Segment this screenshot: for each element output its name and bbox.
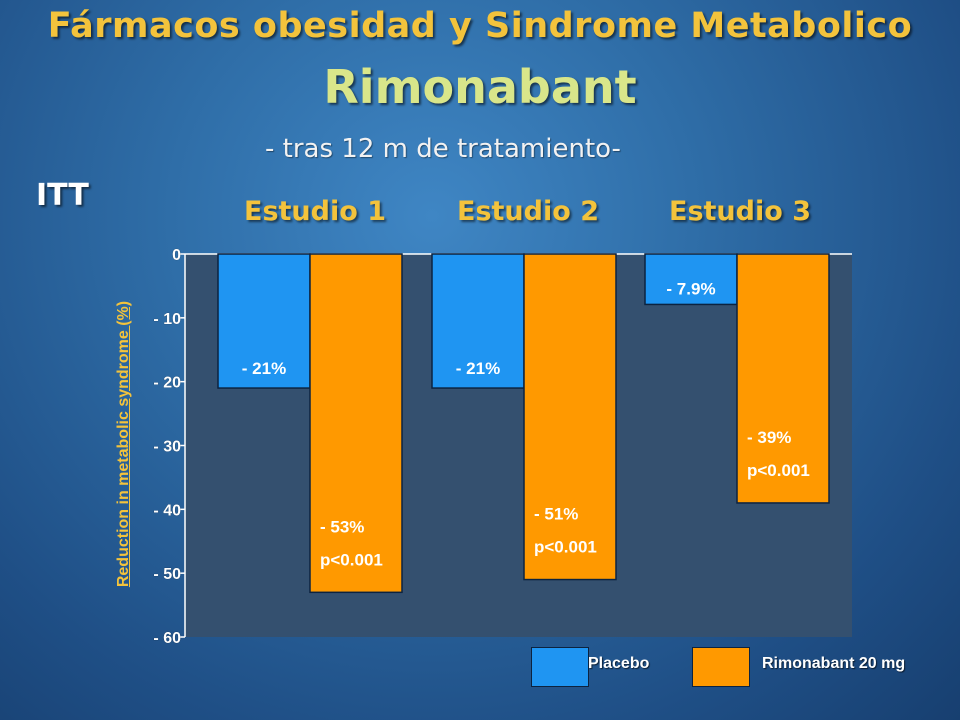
bar-rimonabant-study-1 xyxy=(309,253,403,594)
p-value-label-study-2: p<0.001 xyxy=(534,538,597,557)
y-tick-label: - 10 xyxy=(153,311,181,328)
data-label-rimonabant-study-3: - 39% xyxy=(747,428,791,447)
slide-title: Fármacos obesidad y Sindrome Metabolico xyxy=(47,6,913,46)
legend-placebo-swatch xyxy=(531,647,589,687)
y-tick-label: - 40 xyxy=(153,502,181,519)
y-tick-label: - 20 xyxy=(153,375,181,392)
data-label-rimonabant-study-2: - 51% xyxy=(534,505,578,524)
y-tick-label: - 60 xyxy=(153,630,181,647)
slide-subtitle: Rimonabant xyxy=(323,60,637,114)
y-tick-label: 0 xyxy=(172,247,181,264)
data-label-placebo-study-1: - 21% xyxy=(242,359,286,378)
y-tick-label: - 50 xyxy=(153,566,181,583)
population-label: ITT xyxy=(36,178,89,213)
bar-placebo-study-2 xyxy=(431,253,525,389)
bar-placebo-study-1 xyxy=(217,253,311,389)
p-value-label-study-3: p<0.001 xyxy=(747,461,810,480)
y-axis: 0 - 10 - 20 - 30 - 40 - 50 - 60 xyxy=(153,247,852,647)
legend-rimonabant-swatch xyxy=(692,647,750,687)
data-label-placebo-study-2: - 21% xyxy=(456,359,500,378)
y-axis-label: Reduction in metabolic syndrome (%) xyxy=(115,300,132,588)
data-label-rimonabant-study-1: - 53% xyxy=(320,517,364,536)
bars-group xyxy=(217,253,830,594)
y-tick-label: - 30 xyxy=(153,439,181,456)
study-2-heading: Estudio 2 xyxy=(457,196,599,227)
legend-placebo-label: Placebo xyxy=(588,655,650,672)
study-3-heading: Estudio 3 xyxy=(669,196,811,227)
p-value-label-study-1: p<0.001 xyxy=(320,550,383,569)
data-labels-group: - 21% - 53% p<0.001 - 21% - 51% p<0.001 - 7.9%… xyxy=(242,279,810,569)
bar-rimonabant-study-3 xyxy=(736,253,830,504)
legend-rimonabant-label: Rimonabant 20 mg xyxy=(762,655,906,672)
bar-rimonabant-study-2 xyxy=(523,253,617,581)
data-label-placebo-study-3: - 7.9% xyxy=(666,279,715,298)
slide-tagline: - tras 12 m de tratamiento- xyxy=(265,134,621,164)
study-1-heading: Estudio 1 xyxy=(244,196,386,227)
